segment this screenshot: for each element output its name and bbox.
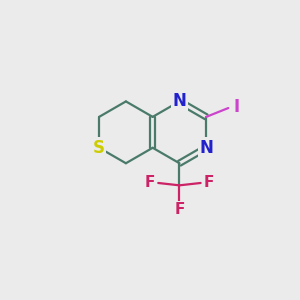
- Text: N: N: [172, 92, 186, 110]
- Text: N: N: [199, 139, 213, 157]
- Text: S: S: [93, 139, 105, 157]
- Text: F: F: [174, 202, 184, 217]
- Text: I: I: [233, 98, 240, 116]
- Text: F: F: [145, 176, 155, 190]
- Text: F: F: [204, 176, 214, 190]
